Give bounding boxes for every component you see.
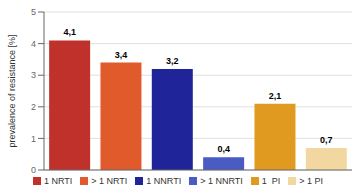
svg-text:0,7: 0,7 — [320, 135, 333, 145]
svg-text:0,4: 0,4 — [217, 144, 230, 154]
svg-text:4: 4 — [31, 39, 36, 49]
svg-text:3,4: 3,4 — [115, 50, 128, 60]
svg-text:3: 3 — [31, 70, 36, 80]
svg-text:0: 0 — [31, 165, 36, 175]
svg-text:3,2: 3,2 — [166, 56, 179, 66]
svg-text:4,1: 4,1 — [63, 27, 76, 37]
html-text:1 NNRTI: 1 NNRTI — [146, 176, 182, 186]
svg-text:5: 5 — [31, 7, 36, 17]
html-text:> 1 NNRTI: > 1 NNRTI — [200, 176, 243, 186]
svg-text:prevalence of resistance [%]: prevalence of resistance [%] — [8, 34, 17, 147]
svg-text:2: 2 — [31, 102, 36, 112]
svg-text:1: 1 — [31, 134, 36, 144]
html-text:1 NRTI: 1 NRTI — [43, 176, 73, 186]
html-text:> 1 PI: > 1 PI — [299, 176, 324, 186]
html-text:> 1 NRTI: > 1 NRTI — [91, 176, 128, 186]
svg-text:2,1: 2,1 — [269, 91, 282, 101]
html-text:1 PI: 1 PI — [261, 176, 281, 186]
